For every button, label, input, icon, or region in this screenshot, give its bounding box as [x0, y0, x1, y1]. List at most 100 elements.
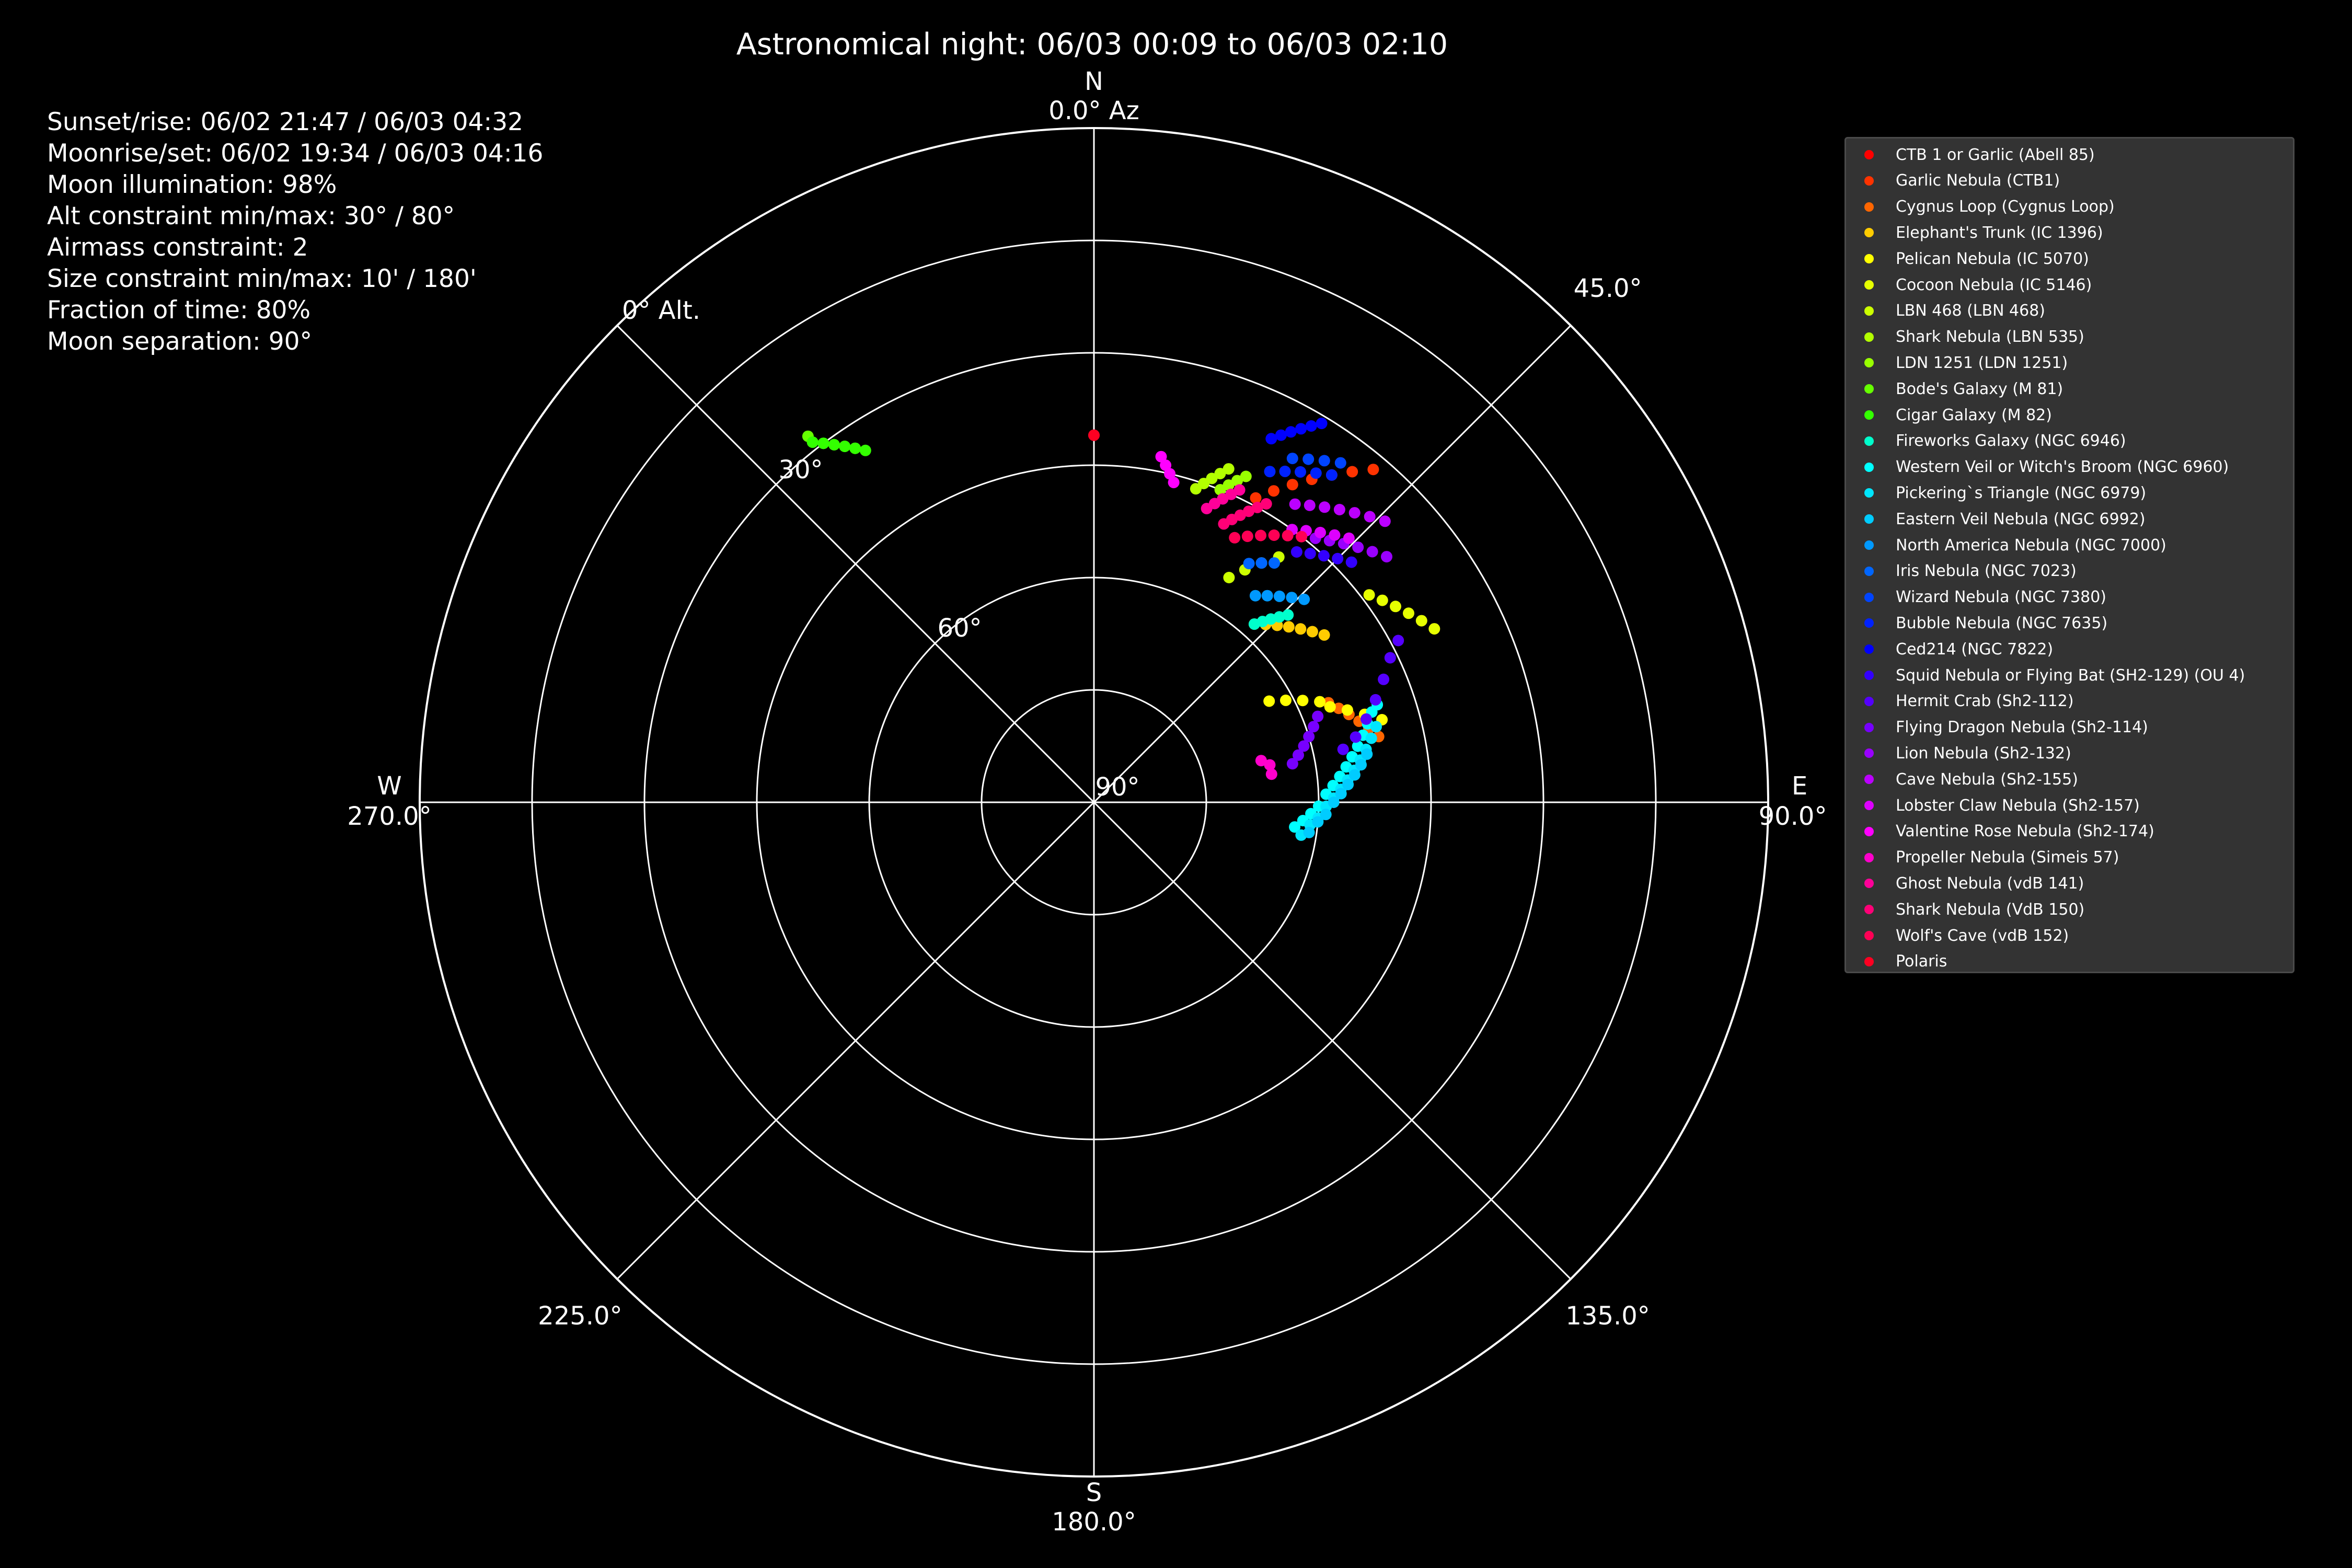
data-point: [1249, 590, 1261, 602]
legend-marker: [1864, 879, 1874, 889]
data-point: [817, 437, 829, 449]
azimuth-tick-label: 180.0°: [1052, 1507, 1136, 1537]
data-point: [1346, 466, 1358, 478]
altitude-tick-60: 60°: [937, 614, 982, 643]
legend-entry: LDN 1251 (LDN 1251): [1846, 350, 2068, 376]
data-point: [1306, 626, 1318, 638]
info-line: Fraction of time: 80%: [47, 296, 311, 325]
chart-title: Astronomical night: 06/03 00:09 to 06/03…: [736, 27, 1448, 62]
data-point: [1296, 531, 1308, 543]
data-point: [1268, 485, 1279, 497]
legend-entry: Elephant's Trunk (IC 1396): [1846, 220, 2103, 246]
legend-label: CTB 1 or Garlic (Abell 85): [1896, 145, 2095, 164]
data-point: [1379, 515, 1391, 527]
legend-entry: Cigar Galaxy (M 82): [1846, 402, 2052, 428]
data-point: [1286, 758, 1298, 770]
data-point: [1164, 468, 1176, 480]
cardinal-label-n: N: [1085, 67, 1103, 96]
legend-entry: Flying Dragon Nebula (Sh2-114): [1846, 714, 2148, 741]
data-point: [1310, 467, 1322, 479]
data-point: [1343, 532, 1355, 544]
data-point: [1345, 556, 1357, 568]
data-point: [1333, 702, 1345, 714]
data-point: [1268, 529, 1280, 541]
azimuth-tick-label: 45.0°: [1574, 274, 1642, 303]
azimuth-tick-label: 135.0°: [1565, 1301, 1650, 1331]
data-point: [1318, 455, 1330, 467]
azimuth-tick-label: 0.0° Az: [1048, 96, 1139, 125]
legend-marker: [1864, 566, 1874, 576]
data-point: [1280, 694, 1292, 706]
legend-label: Western Veil or Witch's Broom (NGC 6960): [1896, 458, 2229, 477]
legend-marker: [1864, 931, 1874, 940]
data-point: [1334, 457, 1346, 469]
data-points: [802, 418, 1440, 841]
data-point: [1302, 453, 1315, 465]
legend-marker: [1864, 202, 1874, 212]
legend-marker: [1864, 540, 1874, 550]
data-point: [1255, 755, 1267, 767]
legend-entry: Garlic Nebula (CTB1): [1846, 168, 2060, 194]
altitude-tick-30: 30°: [778, 455, 823, 485]
data-point: [1384, 652, 1396, 664]
data-point: [1297, 695, 1309, 707]
data-point: [1304, 499, 1316, 511]
data-point: [1264, 466, 1276, 478]
legend-entry: Pelican Nebula (IC 5070): [1846, 246, 2089, 272]
data-point: [1206, 472, 1218, 485]
legend-marker: [1864, 514, 1874, 524]
legend-marker: [1864, 748, 1874, 758]
data-point: [1255, 557, 1267, 569]
data-point: [1335, 788, 1347, 800]
legend-entry: Bubble Nebula (NGC 7635): [1846, 610, 2107, 636]
cardinal-label-s: S: [1086, 1478, 1102, 1507]
legend-entry: Propeller Nebula (Simeis 57): [1846, 845, 2119, 871]
legend-entry: Cave Nebula (Sh2-155): [1846, 766, 2078, 792]
data-point: [1214, 468, 1226, 480]
legend-entry: Shark Nebula (LBN 535): [1846, 324, 2084, 350]
legend-marker: [1864, 228, 1874, 238]
data-point: [1366, 546, 1378, 558]
azimuth-spoke: [1093, 325, 1572, 803]
info-line: Moon separation: 90°: [47, 327, 313, 356]
legend-entry: Lion Nebula (Sh2-132): [1846, 740, 2071, 766]
info-line: Moonrise/set: 06/02 19:34 / 06/03 04:16: [47, 139, 544, 168]
data-point: [1428, 623, 1440, 635]
legend-label: Shark Nebula (VdB 150): [1896, 900, 2085, 919]
data-point: [1324, 701, 1336, 713]
data-point: [1251, 501, 1263, 513]
data-point: [1295, 466, 1306, 478]
legend-entry: Polaris: [1846, 949, 1947, 975]
data-point: [849, 442, 861, 454]
info-line: Size constraint min/max: 10' / 180': [47, 264, 477, 293]
data-point: [1342, 779, 1354, 790]
data-point: [1298, 593, 1310, 605]
info-line: Alt constraint min/max: 30° / 80°: [47, 202, 455, 230]
data-point: [1273, 611, 1285, 623]
legend-marker: [1864, 775, 1874, 785]
data-point: [1088, 429, 1100, 441]
legend-entry: Iris Nebula (NGC 7023): [1846, 558, 2077, 584]
data-point: [1243, 505, 1255, 517]
data-point: [1333, 504, 1345, 515]
cardinal-label-w: W: [377, 771, 401, 801]
legend-entry: Squid Nebula or Flying Bat (SH2-129) (OU…: [1846, 662, 2245, 688]
azimuth-tick-label: 225.0°: [538, 1301, 622, 1331]
info-line: Airmass constraint: 2: [47, 233, 308, 262]
data-point: [1223, 463, 1235, 475]
data-point: [1285, 426, 1297, 438]
legend-entry: Cocoon Nebula (IC 5146): [1846, 272, 2092, 298]
azimuth-spoke: [616, 325, 1095, 803]
data-point: [1241, 531, 1253, 543]
altitude-tick-90: 90°: [1095, 773, 1139, 802]
data-point: [1365, 732, 1377, 744]
data-point: [1255, 529, 1266, 541]
data-point: [1155, 451, 1167, 463]
legend-entry: Shark Nebula (VdB 150): [1846, 896, 2084, 923]
data-point: [1348, 769, 1361, 781]
data-point: [1381, 551, 1392, 563]
data-point: [1275, 429, 1287, 441]
info-line: Sunset/rise: 06/02 21:47 / 06/03 04:32: [47, 108, 524, 136]
legend-marker: [1864, 852, 1874, 862]
